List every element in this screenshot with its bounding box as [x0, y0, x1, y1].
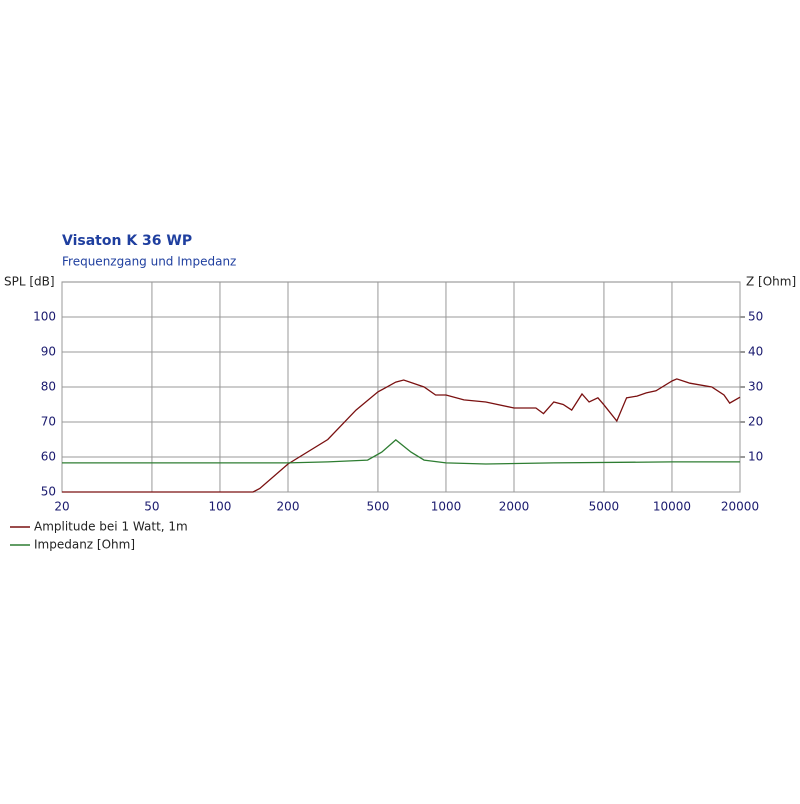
y2-tick-label: 30	[748, 380, 763, 394]
y2-tick-label: 40	[748, 345, 763, 359]
x-tick-label: 500	[366, 500, 389, 514]
y2-tick-label: 10	[748, 450, 763, 464]
series-line	[62, 439, 740, 465]
chart-subtitle: Frequenzgang und Impedanz	[62, 255, 236, 269]
y-tick-label: 80	[41, 380, 56, 394]
y2-axis-label: Z [Ohm]	[746, 275, 796, 289]
y-tick-label: 100	[33, 310, 56, 324]
x-tick-label: 1000	[431, 500, 462, 514]
y-tick-label: 50	[41, 485, 56, 499]
x-tick-label: 10000	[653, 500, 691, 514]
y-tick-label: 90	[41, 345, 56, 359]
y2-tick-label: 20	[748, 415, 763, 429]
y-tick-label: 70	[41, 415, 56, 429]
x-tick-label: 50	[144, 500, 159, 514]
y-tick-label: 60	[41, 450, 56, 464]
x-tick-label: 2000	[499, 500, 530, 514]
x-tick-label: 5000	[589, 500, 620, 514]
x-tick-label: 20	[54, 500, 69, 514]
y-axis-label: SPL [dB]	[4, 275, 55, 289]
x-tick-label: 100	[209, 500, 232, 514]
legend-label: Impedanz [Ohm]	[34, 538, 135, 552]
y2-tick-label: 50	[748, 310, 763, 324]
legend-label: Amplitude bei 1 Watt, 1m	[34, 520, 188, 534]
x-tick-label: 200	[277, 500, 300, 514]
x-tick-label: 20000	[721, 500, 759, 514]
series-line	[62, 378, 741, 493]
chart-title: Visaton K 36 WP	[62, 233, 192, 249]
